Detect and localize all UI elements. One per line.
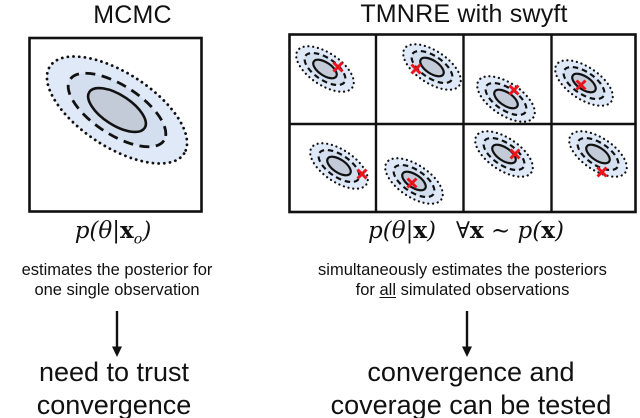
contour-inner-solid [86, 86, 148, 134]
caption-pre: for [355, 281, 380, 299]
cell-posterior-r1c3 [468, 66, 544, 132]
formula-x: x [413, 217, 428, 244]
mcmc-caption-line1: estimates the posterior for [21, 261, 213, 279]
tmnre-title: TMNRE with swyft [360, 0, 568, 28]
mcmc-conclusion: need to trust convergence [3, 356, 225, 418]
tmnre-caption-line1: simultaneously estimates the posteriors [318, 261, 607, 279]
formula-post: ) [427, 218, 437, 244]
forall-symbol: ∀ [456, 218, 470, 244]
formula-pre: p(θ| [74, 218, 120, 244]
tmnre-caption: simultaneously estimates the posteriors … [287, 260, 638, 300]
caption-all-underlined: all [379, 281, 396, 299]
cell-posterior-r1c2 [394, 34, 470, 100]
cell-posterior-r1c1 [287, 36, 363, 102]
tmnre-caption-line2: for all simulated observations [287, 280, 638, 300]
tmnre-conclusion-line1: convergence and [367, 357, 575, 387]
tmnre-grid [288, 33, 637, 214]
mcmc-conclusion-line2: convergence [36, 390, 192, 418]
arrow-down-left-icon [112, 311, 122, 357]
formula-post2: ) [554, 218, 564, 244]
cell-posterior-r2c3 [466, 121, 542, 187]
mcmc-formula: p(θ|xo) [30, 217, 196, 248]
formula-x2: x [469, 217, 484, 244]
cell-posterior-r1c4 [546, 50, 622, 116]
mcmc-title: MCMC [93, 1, 172, 29]
caption-post: simulated observations [396, 281, 570, 299]
tmnre-formula: p(θ|x) ∀x ∼ p(x) [330, 217, 602, 244]
formula-pre2: p( [517, 218, 542, 244]
cell-posterior-r2c1 [301, 133, 377, 199]
arrow-down-right-icon [462, 311, 472, 357]
mcmc-posterior-contours [45, 55, 189, 165]
tmnre-conclusion: convergence and coverage can be tested [312, 356, 630, 418]
mcmc-conclusion-line1: need to trust [38, 357, 190, 387]
tmnre-conclusion-line2: coverage can be tested [330, 390, 612, 418]
formula-x3: x [541, 217, 555, 244]
formula-post: ) [142, 218, 152, 244]
cell-posterior-r2c2 [376, 148, 452, 214]
formula-x: x [120, 217, 134, 244]
mcmc-caption-line2: one single observation [34, 281, 200, 299]
cell-posterior-r2c4 [560, 121, 636, 187]
formula-sub-o: o [133, 231, 143, 248]
formula-pre: p(θ| [368, 218, 414, 244]
mcmc-panel-box [28, 36, 203, 213]
tilde-symbol: ∼ [483, 218, 518, 244]
mcmc-caption: estimates the posterior for one single o… [0, 260, 234, 300]
